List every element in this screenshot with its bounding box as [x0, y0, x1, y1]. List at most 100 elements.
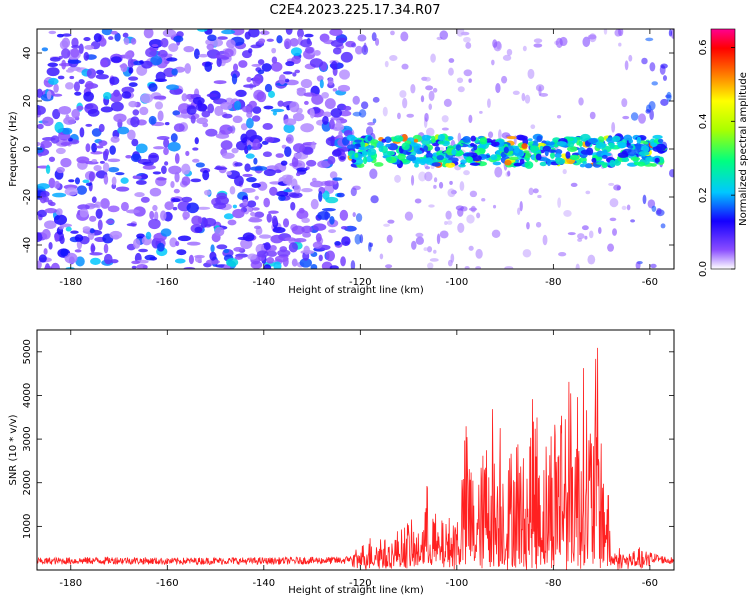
- heatmap-cell: [471, 154, 482, 162]
- spectrogram-xlabel: Height of straight line (km): [288, 285, 424, 296]
- heatmap-cell: [294, 69, 301, 74]
- heatmap-cell: [242, 199, 249, 206]
- heatmap-cell: [354, 152, 359, 158]
- heatmap-cell: [519, 158, 525, 165]
- heatmap-cell: [170, 180, 175, 188]
- heatmap-cell: [352, 212, 356, 218]
- heatmap-cell: [423, 247, 428, 252]
- heatmap-cell: [181, 163, 191, 175]
- heatmap-cell: [246, 177, 257, 183]
- heatmap-cell: [433, 177, 438, 183]
- heatmap-cell: [512, 90, 520, 95]
- heatmap-cell: [120, 177, 129, 184]
- heatmap-cell: [85, 80, 94, 90]
- heatmap-cell: [103, 253, 113, 265]
- heatmap-cell: [164, 161, 169, 166]
- heatmap-cell: [338, 130, 343, 139]
- heatmap-cell: [475, 266, 482, 269]
- heatmap-cell: [385, 143, 391, 148]
- heatmap-cell: [385, 157, 392, 162]
- heatmap-cell: [322, 190, 330, 200]
- x-tick-label: -100: [445, 277, 468, 288]
- heatmap-cell: [252, 106, 262, 114]
- heatmap-cell: [49, 57, 61, 62]
- heatmap-cell: [183, 45, 195, 53]
- heatmap-cell: [465, 42, 472, 49]
- heatmap-cell: [198, 53, 209, 58]
- heatmap-cell: [310, 263, 318, 269]
- heatmap-cell: [210, 244, 215, 253]
- heatmap-cell: [330, 60, 338, 70]
- heatmap-cell: [465, 156, 474, 164]
- heatmap-cell: [668, 169, 674, 178]
- heatmap-cell: [257, 181, 268, 191]
- heatmap-cell: [233, 63, 239, 72]
- heatmap-cell: [166, 57, 178, 62]
- heatmap-cell: [50, 262, 60, 269]
- heatmap-cell: [140, 93, 154, 104]
- heatmap-cell: [256, 91, 267, 103]
- heatmap-cell: [535, 153, 542, 161]
- heatmap-cell: [650, 163, 657, 167]
- heatmap-cell: [357, 34, 367, 42]
- heatmap-cell: [624, 60, 629, 71]
- heatmap-cell: [246, 144, 252, 151]
- heatmap-cell: [457, 86, 465, 93]
- heatmap-cell: [103, 243, 109, 254]
- heatmap-cell: [325, 250, 335, 262]
- heatmap-cell: [494, 141, 500, 146]
- heatmap-cell: [628, 54, 633, 62]
- heatmap-cell: [527, 68, 535, 79]
- heatmap-cell: [350, 260, 356, 269]
- heatmap-cell: [128, 82, 138, 87]
- heatmap-cell: [630, 112, 639, 121]
- heatmap-cell: [612, 228, 618, 236]
- heatmap-cell: [285, 29, 293, 35]
- heatmap-cell: [400, 31, 409, 42]
- heatmap-cell: [214, 105, 224, 117]
- heatmap-cell: [437, 133, 446, 142]
- heatmap-cell: [196, 206, 211, 210]
- heatmap-cell: [299, 258, 312, 268]
- heatmap-cell: [83, 51, 90, 61]
- heatmap-cell: [139, 106, 149, 116]
- heatmap-cell: [282, 218, 290, 228]
- heatmap-cell: [360, 101, 369, 110]
- heatmap-cell: [133, 175, 142, 180]
- heatmap-cell: [517, 135, 528, 141]
- heatmap-cell: [352, 111, 362, 117]
- heatmap-cell: [414, 198, 422, 204]
- heatmap-cell: [136, 233, 145, 239]
- heatmap-cell: [527, 138, 533, 142]
- heatmap-cell: [173, 123, 185, 132]
- spectrogram-panel: -180 -160 -140 -120 -100 -80 -60 -40 -20 0 20 40 H…: [8, 28, 675, 296]
- heatmap-cell: [509, 156, 519, 161]
- heatmap-cell: [156, 136, 170, 141]
- heatmap-cell: [270, 61, 283, 72]
- heatmap-cell: [317, 160, 331, 169]
- heatmap-cell: [535, 221, 542, 228]
- heatmap-cell: [468, 245, 474, 251]
- heatmap-cell: [181, 196, 193, 203]
- heatmap-cell: [250, 211, 256, 217]
- heatmap-cell: [296, 167, 308, 172]
- heatmap-cell: [582, 36, 591, 48]
- heatmap-cell: [148, 218, 161, 230]
- heatmap-cell: [302, 232, 312, 238]
- spectrogram-y-ticks: -40 -20 0 20 40: [22, 47, 674, 253]
- heatmap-cell: [530, 124, 536, 129]
- heatmap-cell: [401, 63, 409, 70]
- y-tick-label: 20: [22, 95, 33, 108]
- heatmap-cell: [215, 195, 229, 206]
- heatmap-cell: [438, 146, 445, 152]
- heatmap-cell: [98, 140, 108, 147]
- heatmap-cell: [216, 244, 228, 250]
- heatmap-cell: [103, 91, 112, 100]
- heatmap-cell: [570, 182, 578, 188]
- heatmap-cell: [231, 147, 239, 154]
- heatmap-cell: [184, 63, 192, 74]
- heatmap-cell: [40, 190, 50, 198]
- heatmap-cell: [524, 161, 534, 169]
- heatmap-cell: [264, 83, 273, 93]
- heatmap-cell: [442, 163, 447, 167]
